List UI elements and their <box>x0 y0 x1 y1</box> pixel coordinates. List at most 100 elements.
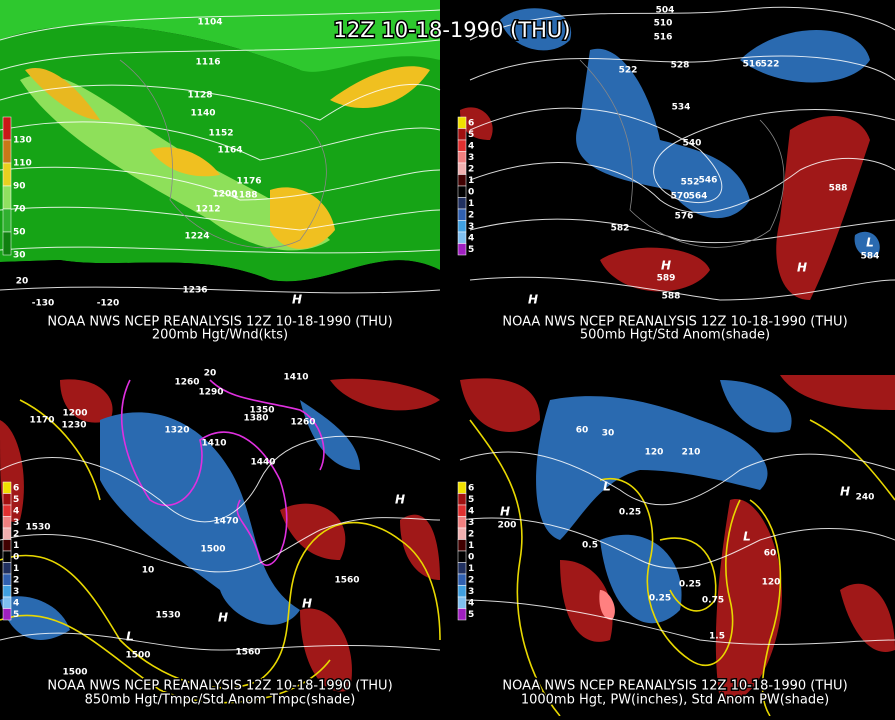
contour-label: 516 <box>654 33 673 43</box>
contour-label: 1320 <box>164 426 189 436</box>
contour-label: 588 <box>662 292 681 302</box>
pressure-center: H <box>840 485 850 499</box>
contour-label: 1236 <box>182 286 207 296</box>
contour-label: 1140 <box>190 109 215 119</box>
legend-swatch <box>2 608 12 621</box>
contour-label: 60 <box>764 549 777 559</box>
panel-caption: NOAA NWS NCEP REANALYSIS 12Z 10-18-1990 … <box>502 315 847 330</box>
contour-label: 120 <box>645 448 664 458</box>
contour-label: 210 <box>682 448 701 458</box>
contour-label: 576 <box>675 212 694 222</box>
contour-label: 1530 <box>155 611 180 621</box>
legend-label: 4 <box>13 506 19 516</box>
contour-label: 1128 <box>187 91 212 101</box>
legend-swatch <box>2 493 12 506</box>
legend-label: 2 <box>13 529 19 539</box>
legend-swatch <box>457 139 467 152</box>
legend-label: 90 <box>13 182 26 192</box>
legend-swatch <box>2 481 12 494</box>
pressure-center: H <box>500 505 510 519</box>
contour-label: 1410 <box>201 439 226 449</box>
contour-label: 0.25 <box>649 594 671 604</box>
contour-label: 1116 <box>195 58 220 68</box>
contour-label: 1176 <box>236 177 261 187</box>
contour-label: 1560 <box>235 648 260 658</box>
legend-swatch <box>2 562 12 575</box>
legend-label: 3 <box>468 222 474 232</box>
legend-label: 2 <box>468 164 474 174</box>
contour-label: 1350 <box>249 406 274 416</box>
legend-swatch <box>457 516 467 529</box>
legend-label: 4 <box>468 598 474 608</box>
legend-label: 6 <box>13 483 19 493</box>
contour-label: 540 <box>683 139 702 149</box>
pressure-center: H <box>395 493 405 507</box>
contour-label: 1230 <box>61 421 86 431</box>
legend-label: 5 <box>13 495 19 505</box>
contour-label: 1170 <box>29 416 54 426</box>
contour-label: 1290 <box>198 388 223 398</box>
legend-swatch <box>457 174 467 187</box>
legend-swatch <box>2 504 12 517</box>
legend-swatch <box>457 243 467 256</box>
legend-swatch <box>2 116 12 141</box>
contour-label: 552 <box>681 178 700 188</box>
panel-850mb <box>0 375 441 716</box>
contour-label: 1440 <box>250 458 275 468</box>
panel-caption: NOAA NWS NCEP REANALYSIS 12Z 10-18-1990 … <box>47 679 392 694</box>
pressure-center: H <box>218 611 228 625</box>
panel-500mb <box>455 0 895 355</box>
contour-label: 1104 <box>197 18 222 28</box>
contour-label: 1500 <box>125 651 150 661</box>
contour-label: 1530 <box>25 523 50 533</box>
contour-label: 120 <box>762 578 781 588</box>
contour-label: 1164 <box>217 146 242 156</box>
contour-label: 200 <box>498 521 517 531</box>
contour-label: 0.25 <box>619 508 641 518</box>
legend-label: 50 <box>13 228 26 238</box>
legend-swatch <box>457 504 467 517</box>
contour-label: 582 <box>611 224 630 234</box>
contour-label: 522 <box>761 60 780 70</box>
legend-swatch <box>457 608 467 621</box>
legend-label: 6 <box>468 118 474 128</box>
contour-label: 534 <box>672 103 691 113</box>
contour-label: 510 <box>654 19 673 29</box>
legend-swatch <box>457 585 467 598</box>
legend-swatch <box>457 151 467 164</box>
contour-label: 1470 <box>213 517 238 527</box>
legend-label: 2 <box>468 575 474 585</box>
legend-label: 1 <box>13 564 19 574</box>
legend-label: 3 <box>468 587 474 597</box>
pressure-center: H <box>528 293 538 307</box>
legend-swatch <box>457 128 467 141</box>
legend-label: 1 <box>468 541 474 551</box>
contour-label: 564 <box>689 192 708 202</box>
legend-swatch <box>2 573 12 586</box>
legend-label: 2 <box>468 210 474 220</box>
legend-label: 4 <box>468 506 474 516</box>
legend-label: 5 <box>468 495 474 505</box>
contour-label: 546 <box>699 176 718 186</box>
legend-label: 2 <box>13 575 19 585</box>
legend-label: 70 <box>13 205 26 215</box>
pressure-center: L <box>743 530 751 544</box>
pressure-center: L <box>603 480 611 494</box>
legend-swatch <box>2 539 12 552</box>
panel-200mb <box>0 0 441 355</box>
contour-label: 522 <box>619 66 638 76</box>
contour-label: 1.5 <box>709 632 725 642</box>
contour-label: 1224 <box>184 232 209 242</box>
legend-label: 5 <box>468 245 474 255</box>
legend-label: 3 <box>13 587 19 597</box>
contour-label: 570 <box>671 192 690 202</box>
legend-swatch <box>457 493 467 506</box>
legend-label: 4 <box>468 141 474 151</box>
legend-label: 1 <box>468 564 474 574</box>
legend-label: 5 <box>468 130 474 140</box>
pressure-center: L <box>126 630 134 644</box>
contour-label: 0.75 <box>702 596 724 606</box>
contour-label: 1560 <box>334 576 359 586</box>
pressure-center: H <box>661 259 671 273</box>
